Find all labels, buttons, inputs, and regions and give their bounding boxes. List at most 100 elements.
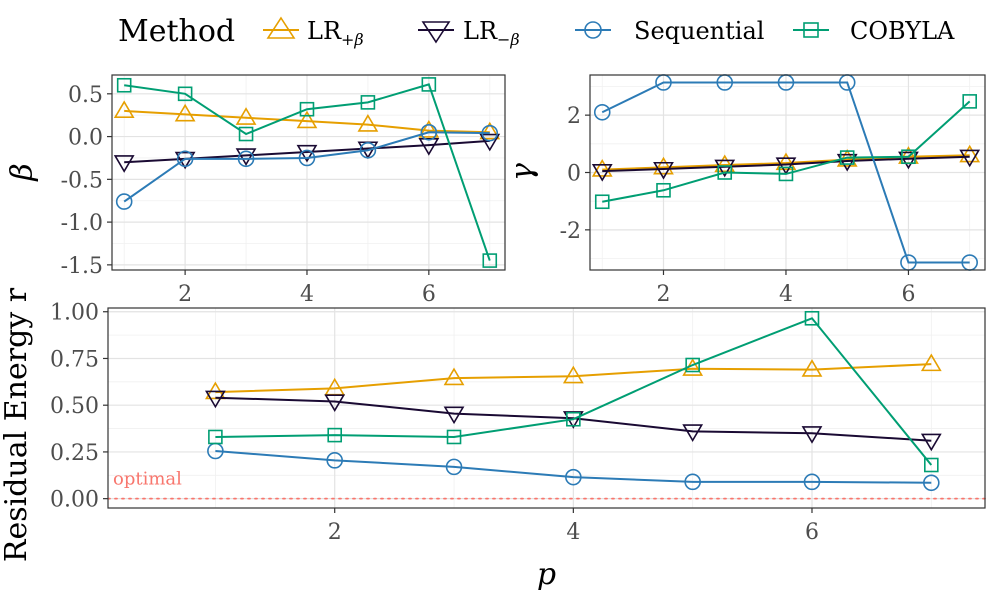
gamma-point-lr_minus <box>591 163 613 182</box>
legend-entry-lr-minus: LR−β <box>418 17 520 49</box>
gamma-point-lr_minus <box>836 153 858 172</box>
beta-ytick-label: 0.5 <box>68 83 103 108</box>
beta-point-lr_plus <box>296 110 318 129</box>
residual-ytick-label: 0.00 <box>50 488 99 513</box>
gamma-point-cobyla <box>901 149 916 165</box>
gamma-line-lr_minus <box>602 155 970 173</box>
gamma-xtick-label: 6 <box>901 282 915 307</box>
beta-point-sequential <box>481 124 499 142</box>
residual-series-cobyla <box>208 310 939 473</box>
beta-point-cobyla <box>360 95 376 110</box>
beta-point-lr_minus <box>479 133 501 152</box>
legend-label-sequential: Sequential <box>634 17 764 45</box>
legend-marker-cobyla <box>803 22 819 38</box>
beta-point-sequential <box>176 150 194 168</box>
beta-ytick-label: 0.0 <box>68 126 103 151</box>
gamma-line-cobyla <box>602 100 971 203</box>
gamma-point-lr_minus <box>898 151 919 170</box>
beta-point-lr_minus <box>174 151 196 170</box>
residual-point-cobyla <box>566 411 581 427</box>
panel-residual: optimal 0.00 0.25 0.50 0.75 1.00 2 4 6 Residual E… <box>0 287 986 590</box>
beta-line-cobyla <box>124 83 491 261</box>
residual-xtick-label: 4 <box>566 520 580 545</box>
residual-point-lr_minus <box>204 390 226 409</box>
gamma-series-cobyla <box>594 94 977 210</box>
residual-point-cobyla <box>804 310 820 326</box>
legend-title: Method <box>118 14 235 49</box>
beta-point-cobyla <box>421 77 437 92</box>
beta-ylabel: β <box>5 163 40 181</box>
beta-line-sequential <box>123 131 490 203</box>
gamma-ytick-label: 2 <box>567 104 581 129</box>
residual-line-lr_plus <box>215 363 932 394</box>
residual-point-lr_minus <box>324 394 346 413</box>
gamma-ylabel: γ <box>505 163 540 181</box>
gamma-point-lr_plus <box>591 159 613 177</box>
residual-plot-area <box>108 308 985 508</box>
residual-point-lr_minus <box>801 426 823 444</box>
residual-ylabel: Residual Energy r <box>0 287 34 562</box>
panel-beta: 0.5 0.0 -0.5 -1.0 -1.5 2 4 6 β <box>5 74 506 307</box>
legend-entry-cobyla: COBYLA <box>793 17 955 45</box>
beta-point-sequential <box>115 193 133 210</box>
legend-entry-sequential: Sequential <box>575 17 764 45</box>
gamma-line-sequential <box>601 81 970 264</box>
residual-point-sequential <box>684 473 701 491</box>
beta-point-cobyla <box>116 77 132 93</box>
residual-point-lr_minus <box>920 433 942 452</box>
gamma-point-lr_minus <box>653 161 674 180</box>
beta-point-lr_plus <box>479 121 501 140</box>
gamma-point-sequential <box>593 103 611 121</box>
residual-panel-border <box>107 307 986 509</box>
residual-optimal-label: optimal <box>113 469 182 490</box>
beta-point-sequential <box>359 141 377 159</box>
residual-ytick-label: 0.50 <box>50 394 99 419</box>
residual-point-sequential <box>565 468 582 486</box>
beta-xtick-label: 2 <box>178 282 192 307</box>
gamma-point-cobyla <box>594 194 610 210</box>
beta-point-sequential <box>237 150 255 168</box>
residual-point-cobyla <box>924 457 939 473</box>
gamma-xtick-label: 4 <box>779 282 793 307</box>
beta-point-cobyla <box>238 126 254 142</box>
residual-point-sequential <box>923 474 940 492</box>
gamma-point-lr_minus <box>959 149 981 168</box>
residual-point-cobyla <box>446 429 462 445</box>
residual-ytick-label: 1.00 <box>50 301 99 326</box>
gamma-point-cobyla <box>839 150 855 165</box>
legend-label-lr-plus: LR+β <box>307 17 364 49</box>
panel-gamma: 2 0 -2 2 4 6 γ <box>505 74 986 307</box>
beta-point-lr_plus <box>235 107 257 125</box>
beta-plot-area <box>112 75 505 270</box>
gamma-point-cobyla <box>778 166 794 182</box>
gamma-point-cobyla <box>717 165 733 180</box>
residual-point-cobyla <box>685 357 700 373</box>
legend-label-cobyla: COBYLA <box>850 17 955 45</box>
beta-point-sequential <box>420 124 438 141</box>
beta-point-lr_plus <box>174 103 196 122</box>
beta-xtick-label: 6 <box>422 282 436 307</box>
beta-panel-border <box>111 74 506 271</box>
legend-label-lr-minus: LR−β <box>463 17 520 49</box>
residual-xtick-label: 2 <box>328 520 342 545</box>
residual-point-lr_plus <box>562 365 584 384</box>
beta-series-sequential <box>115 124 499 210</box>
beta-series-cobyla <box>116 77 498 268</box>
gamma-point-lr_plus <box>959 144 981 163</box>
residual-point-sequential <box>803 473 821 491</box>
legend: Method LR+β LR−β Sequential COBYLA <box>118 14 955 49</box>
residual-point-cobyla <box>327 427 343 443</box>
gamma-point-lr_plus <box>653 156 674 175</box>
residual-series-sequential <box>207 442 940 492</box>
residual-line-cobyla <box>215 317 933 466</box>
residual-point-lr_plus <box>443 367 465 386</box>
gamma-xtick-label: 2 <box>656 282 670 307</box>
residual-xtick-label: 6 <box>805 520 819 545</box>
beta-line-lr_plus <box>124 109 490 134</box>
legend-marker-lr-plus <box>266 16 296 39</box>
residual-point-lr_minus <box>682 424 704 442</box>
gamma-point-lr_minus <box>714 159 736 178</box>
beta-point-sequential <box>298 149 316 167</box>
legend-entry-lr-plus: LR+β <box>263 16 364 49</box>
legend-marker-sequential <box>584 21 602 39</box>
